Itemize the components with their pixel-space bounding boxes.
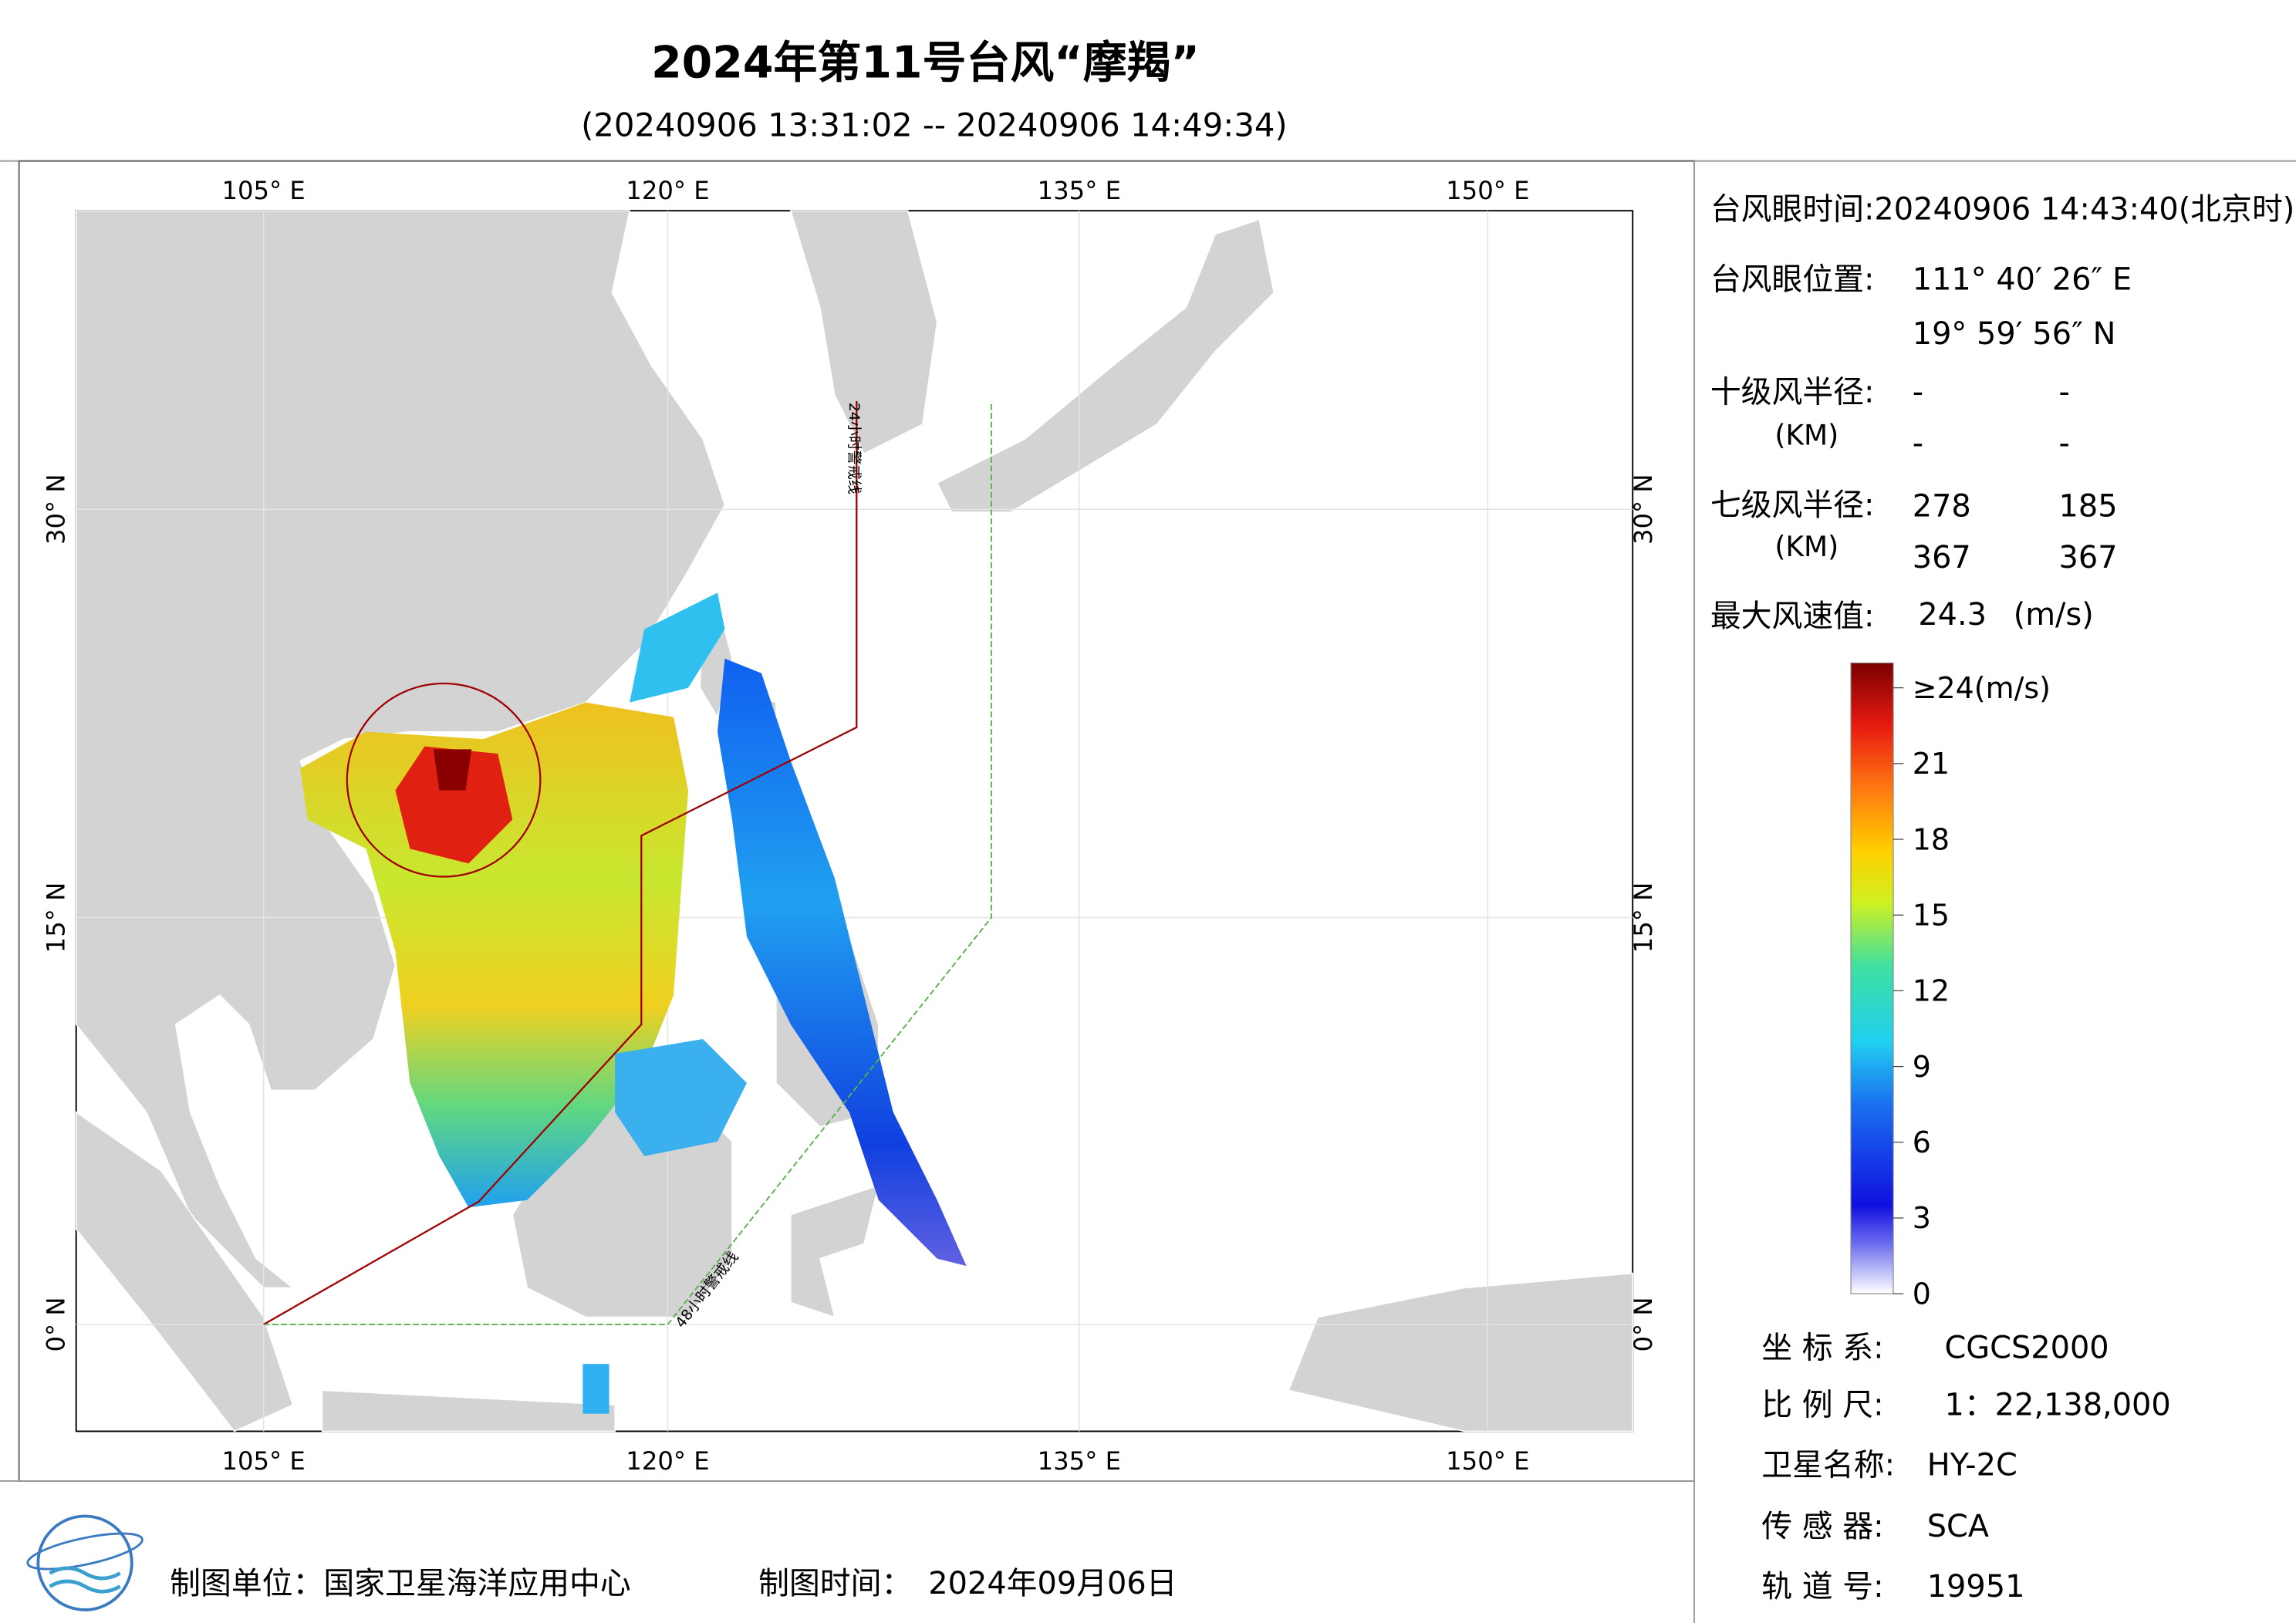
value: 278	[1913, 489, 1971, 525]
colorbar-label: 12	[1913, 974, 1950, 1008]
colorbar	[1850, 662, 1894, 1294]
wind-swath	[718, 658, 967, 1267]
logo-ring	[36, 1514, 133, 1611]
new-guinea	[1288, 1272, 1633, 1432]
eye-time: 台风眼时间:20240906 14:43:40(北京时)	[1710, 192, 2295, 228]
colorbar-label: 21	[1913, 747, 1950, 781]
logo-waves	[49, 1566, 121, 1594]
label: 卫星名称:	[1761, 1447, 1895, 1483]
lat-label: 0° N	[42, 1297, 71, 1351]
lon-label: 135° E	[1038, 176, 1121, 205]
unit: (KM)	[1774, 531, 1838, 563]
value: -	[1913, 375, 1923, 410]
warning-line-48h	[263, 400, 992, 1325]
map: 24小时警戒线 48小时警戒线	[75, 210, 1634, 1432]
axis-labels: 105° E 120° E 135° E 150° E 105° E 120° …	[42, 176, 1658, 1476]
date: 2024年09月06日	[928, 1566, 1177, 1601]
label: 比 例 尺:	[1761, 1388, 1883, 1423]
value: 185	[2059, 489, 2118, 525]
value: -	[2059, 375, 2070, 410]
lon-label: 150° E	[1446, 1446, 1529, 1476]
value: 19° 59′ 56″ N	[1913, 316, 2116, 352]
colorbar-label: 18	[1913, 822, 1950, 856]
value: 111° 40′ 26″ E	[1913, 262, 2132, 298]
unit: (KM)	[1774, 420, 1838, 452]
value: CGCS2000	[1944, 1331, 2109, 1366]
korea	[789, 210, 938, 455]
typhoon-radius	[346, 682, 542, 878]
subtitle: (20240906 13:31:02 -- 20240906 14:49:34)	[581, 106, 1288, 143]
colorbar-label: 0	[1913, 1277, 1931, 1311]
wind-swath	[630, 592, 725, 703]
logo	[26, 1514, 144, 1611]
value: HY-2C	[1927, 1447, 2017, 1483]
warning-line-24h	[263, 400, 858, 1325]
lat-label: 0° N	[1629, 1297, 1658, 1351]
lon-label: 150° E	[1446, 176, 1529, 205]
label: 轨 道 号:	[1761, 1569, 1883, 1604]
value: SCA	[1927, 1509, 1989, 1544]
lon-label: 120° E	[626, 1446, 709, 1476]
lat-label: 30° N	[42, 474, 71, 545]
colorbar-label: 9	[1913, 1050, 1931, 1084]
wind-swath	[433, 749, 472, 791]
wind-swath	[582, 1364, 609, 1414]
label: 坐 标 系:	[1761, 1331, 1883, 1366]
date-label: 制图时间：	[758, 1566, 912, 1601]
wind-swath	[615, 1039, 747, 1156]
value: 24.3	[1918, 597, 1987, 633]
mainland	[75, 210, 726, 1289]
value: -	[1913, 426, 1923, 461]
value: 1：22,138,000	[1944, 1388, 2170, 1423]
unit: (m/s)	[2014, 597, 2094, 633]
japan	[936, 218, 1275, 513]
info-panel: 台风眼时间:20240906 14:43:40(北京时) 台风眼位置: 111°…	[1710, 192, 2295, 634]
lon-label: 105° E	[221, 1446, 305, 1476]
wind-swath	[300, 702, 689, 1208]
lat-label: 15° N	[42, 882, 71, 953]
lon-label: 120° E	[626, 176, 709, 205]
title: 2024年第11号台风“摩羯”	[651, 38, 1200, 89]
label: 十级风半径:	[1710, 375, 1875, 410]
value: -	[2059, 426, 2070, 461]
metadata: 坐 标 系: CGCS2000 比 例 尺: 1：22,138,000 卫星名称…	[1761, 1331, 2171, 1604]
lat-label: 15° N	[1629, 882, 1658, 953]
colorbar-label: 3	[1913, 1201, 1931, 1235]
value: 19951	[1927, 1569, 2025, 1604]
label: 七级风半径:	[1710, 488, 1875, 523]
java	[321, 1389, 616, 1432]
colorbar-label: 6	[1913, 1125, 1931, 1159]
value: 367	[1913, 540, 1971, 575]
label: 台风眼位置:	[1710, 262, 1875, 298]
lon-label: 135° E	[1038, 1446, 1121, 1476]
wind-swath	[395, 746, 513, 864]
label: 最大风速值:	[1710, 599, 1875, 634]
wind-field	[300, 592, 967, 1414]
label: 传 感 器:	[1761, 1509, 1883, 1544]
lon-label: 105° E	[221, 176, 305, 205]
colorbar-label: 15	[1913, 899, 1950, 933]
graticule	[76, 211, 1633, 1432]
lat-label: 30° N	[1629, 474, 1658, 545]
producer: 制图单位：国家卫星海洋应用中心	[170, 1566, 631, 1601]
value: 367	[2059, 540, 2118, 575]
warning-label: 24小时警戒线	[846, 403, 863, 494]
logo-orbit	[26, 1532, 144, 1571]
colorbar-label: ≥24(m/s)	[1913, 671, 2051, 705]
